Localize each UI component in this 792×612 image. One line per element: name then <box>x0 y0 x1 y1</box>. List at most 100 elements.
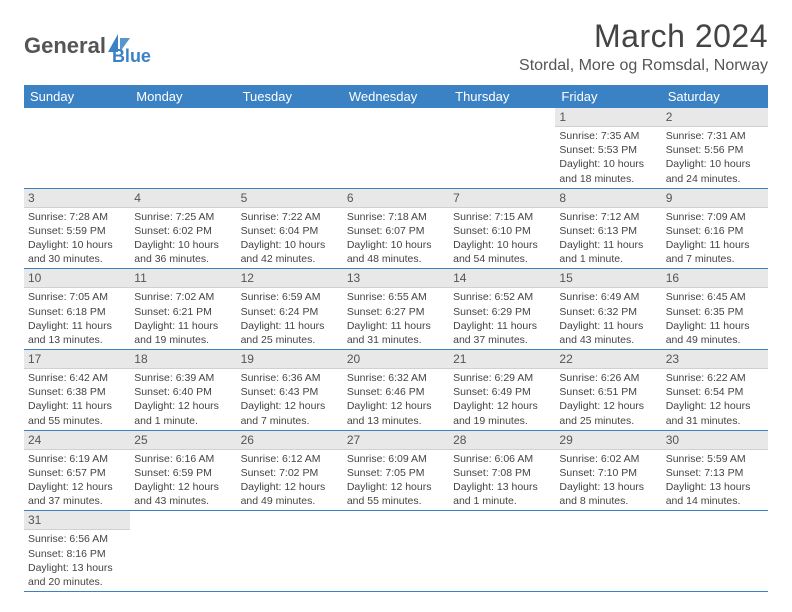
sunrise-text: Sunrise: 7:25 AM <box>134 210 232 224</box>
day-number: 10 <box>24 269 130 288</box>
sunrise-text: Sunrise: 6:42 AM <box>28 371 126 385</box>
sunrise-text: Sunrise: 7:35 AM <box>559 129 657 143</box>
calendar-table: SundayMondayTuesdayWednesdayThursdayFrid… <box>24 85 768 592</box>
sunrise-text: Sunrise: 7:12 AM <box>559 210 657 224</box>
daylight-text: Daylight: 10 hours and 30 minutes. <box>28 238 126 266</box>
sunset-text: Sunset: 6:29 PM <box>453 305 551 319</box>
calendar-day-cell <box>130 511 236 592</box>
day-number: 13 <box>343 269 449 288</box>
daylight-text: Daylight: 11 hours and 49 minutes. <box>666 319 764 347</box>
sunset-text: Sunset: 7:10 PM <box>559 466 657 480</box>
sunrise-text: Sunrise: 6:49 AM <box>559 290 657 304</box>
calendar-day-cell: 26Sunrise: 6:12 AMSunset: 7:02 PMDayligh… <box>237 430 343 511</box>
sunset-text: Sunset: 6:46 PM <box>347 385 445 399</box>
sunset-text: Sunset: 5:56 PM <box>666 143 764 157</box>
day-content: Sunrise: 6:06 AMSunset: 7:08 PMDaylight:… <box>449 450 555 511</box>
sunrise-text: Sunrise: 6:16 AM <box>134 452 232 466</box>
daylight-text: Daylight: 12 hours and 31 minutes. <box>666 399 764 427</box>
day-content: Sunrise: 6:32 AMSunset: 6:46 PMDaylight:… <box>343 369 449 430</box>
weekday-header: Sunday <box>24 85 130 108</box>
daylight-text: Daylight: 11 hours and 37 minutes. <box>453 319 551 347</box>
day-number: 17 <box>24 350 130 369</box>
sunset-text: Sunset: 5:59 PM <box>28 224 126 238</box>
calendar-day-cell: 27Sunrise: 6:09 AMSunset: 7:05 PMDayligh… <box>343 430 449 511</box>
day-content: Sunrise: 6:45 AMSunset: 6:35 PMDaylight:… <box>662 288 768 349</box>
calendar-day-cell <box>24 108 130 188</box>
day-number: 23 <box>662 350 768 369</box>
day-number: 28 <box>449 431 555 450</box>
daylight-text: Daylight: 12 hours and 25 minutes. <box>559 399 657 427</box>
day-content: Sunrise: 6:55 AMSunset: 6:27 PMDaylight:… <box>343 288 449 349</box>
daylight-text: Daylight: 10 hours and 36 minutes. <box>134 238 232 266</box>
title-block: March 2024 Stordal, More og Romsdal, Nor… <box>519 18 768 75</box>
sunrise-text: Sunrise: 6:32 AM <box>347 371 445 385</box>
calendar-week-row: 31Sunrise: 6:56 AMSunset: 8:16 PMDayligh… <box>24 511 768 592</box>
calendar-day-cell: 15Sunrise: 6:49 AMSunset: 6:32 PMDayligh… <box>555 269 661 350</box>
daylight-text: Daylight: 10 hours and 18 minutes. <box>559 157 657 185</box>
calendar-day-cell: 13Sunrise: 6:55 AMSunset: 6:27 PMDayligh… <box>343 269 449 350</box>
sunrise-text: Sunrise: 7:28 AM <box>28 210 126 224</box>
sunset-text: Sunset: 6:49 PM <box>453 385 551 399</box>
day-number: 29 <box>555 431 661 450</box>
daylight-text: Daylight: 10 hours and 54 minutes. <box>453 238 551 266</box>
calendar-day-cell: 19Sunrise: 6:36 AMSunset: 6:43 PMDayligh… <box>237 350 343 431</box>
sunrise-text: Sunrise: 5:59 AM <box>666 452 764 466</box>
calendar-day-cell: 7Sunrise: 7:15 AMSunset: 6:10 PMDaylight… <box>449 188 555 269</box>
day-number: 8 <box>555 189 661 208</box>
sunrise-text: Sunrise: 7:22 AM <box>241 210 339 224</box>
day-content: Sunrise: 6:09 AMSunset: 7:05 PMDaylight:… <box>343 450 449 511</box>
sunrise-text: Sunrise: 7:18 AM <box>347 210 445 224</box>
sunrise-text: Sunrise: 6:06 AM <box>453 452 551 466</box>
day-content: Sunrise: 7:22 AMSunset: 6:04 PMDaylight:… <box>237 208 343 269</box>
sunset-text: Sunset: 6:35 PM <box>666 305 764 319</box>
sunrise-text: Sunrise: 7:09 AM <box>666 210 764 224</box>
day-number: 9 <box>662 189 768 208</box>
sunrise-text: Sunrise: 6:26 AM <box>559 371 657 385</box>
day-number: 16 <box>662 269 768 288</box>
daylight-text: Daylight: 10 hours and 24 minutes. <box>666 157 764 185</box>
calendar-day-cell: 4Sunrise: 7:25 AMSunset: 6:02 PMDaylight… <box>130 188 236 269</box>
day-number: 15 <box>555 269 661 288</box>
daylight-text: Daylight: 13 hours and 20 minutes. <box>28 561 126 589</box>
daylight-text: Daylight: 13 hours and 8 minutes. <box>559 480 657 508</box>
daylight-text: Daylight: 12 hours and 49 minutes. <box>241 480 339 508</box>
calendar-day-cell: 28Sunrise: 6:06 AMSunset: 7:08 PMDayligh… <box>449 430 555 511</box>
day-content: Sunrise: 6:39 AMSunset: 6:40 PMDaylight:… <box>130 369 236 430</box>
daylight-text: Daylight: 11 hours and 55 minutes. <box>28 399 126 427</box>
day-number: 30 <box>662 431 768 450</box>
calendar-day-cell: 21Sunrise: 6:29 AMSunset: 6:49 PMDayligh… <box>449 350 555 431</box>
day-content: Sunrise: 7:15 AMSunset: 6:10 PMDaylight:… <box>449 208 555 269</box>
day-content: Sunrise: 5:59 AMSunset: 7:13 PMDaylight:… <box>662 450 768 511</box>
calendar-day-cell: 1Sunrise: 7:35 AMSunset: 5:53 PMDaylight… <box>555 108 661 188</box>
weekday-header: Thursday <box>449 85 555 108</box>
day-number: 7 <box>449 189 555 208</box>
calendar-body: 1Sunrise: 7:35 AMSunset: 5:53 PMDaylight… <box>24 108 768 592</box>
calendar-day-cell <box>130 108 236 188</box>
day-content: Sunrise: 7:25 AMSunset: 6:02 PMDaylight:… <box>130 208 236 269</box>
calendar-day-cell: 30Sunrise: 5:59 AMSunset: 7:13 PMDayligh… <box>662 430 768 511</box>
day-content: Sunrise: 6:29 AMSunset: 6:49 PMDaylight:… <box>449 369 555 430</box>
calendar-day-cell: 22Sunrise: 6:26 AMSunset: 6:51 PMDayligh… <box>555 350 661 431</box>
calendar-day-cell: 29Sunrise: 6:02 AMSunset: 7:10 PMDayligh… <box>555 430 661 511</box>
sunset-text: Sunset: 6:07 PM <box>347 224 445 238</box>
day-content: Sunrise: 6:59 AMSunset: 6:24 PMDaylight:… <box>237 288 343 349</box>
sunset-text: Sunset: 6:13 PM <box>559 224 657 238</box>
sunset-text: Sunset: 7:02 PM <box>241 466 339 480</box>
calendar-day-cell <box>343 511 449 592</box>
calendar-day-cell <box>662 511 768 592</box>
sunrise-text: Sunrise: 6:59 AM <box>241 290 339 304</box>
sunrise-text: Sunrise: 6:09 AM <box>347 452 445 466</box>
calendar-day-cell: 9Sunrise: 7:09 AMSunset: 6:16 PMDaylight… <box>662 188 768 269</box>
day-content: Sunrise: 7:12 AMSunset: 6:13 PMDaylight:… <box>555 208 661 269</box>
sunrise-text: Sunrise: 7:31 AM <box>666 129 764 143</box>
sunset-text: Sunset: 6:16 PM <box>666 224 764 238</box>
sunset-text: Sunset: 6:18 PM <box>28 305 126 319</box>
day-number: 20 <box>343 350 449 369</box>
calendar-week-row: 10Sunrise: 7:05 AMSunset: 6:18 PMDayligh… <box>24 269 768 350</box>
day-number: 11 <box>130 269 236 288</box>
calendar-day-cell <box>449 511 555 592</box>
sunset-text: Sunset: 7:05 PM <box>347 466 445 480</box>
sunset-text: Sunset: 6:43 PM <box>241 385 339 399</box>
calendar-day-cell: 31Sunrise: 6:56 AMSunset: 8:16 PMDayligh… <box>24 511 130 592</box>
logo-text-blue: Blue <box>112 46 151 67</box>
